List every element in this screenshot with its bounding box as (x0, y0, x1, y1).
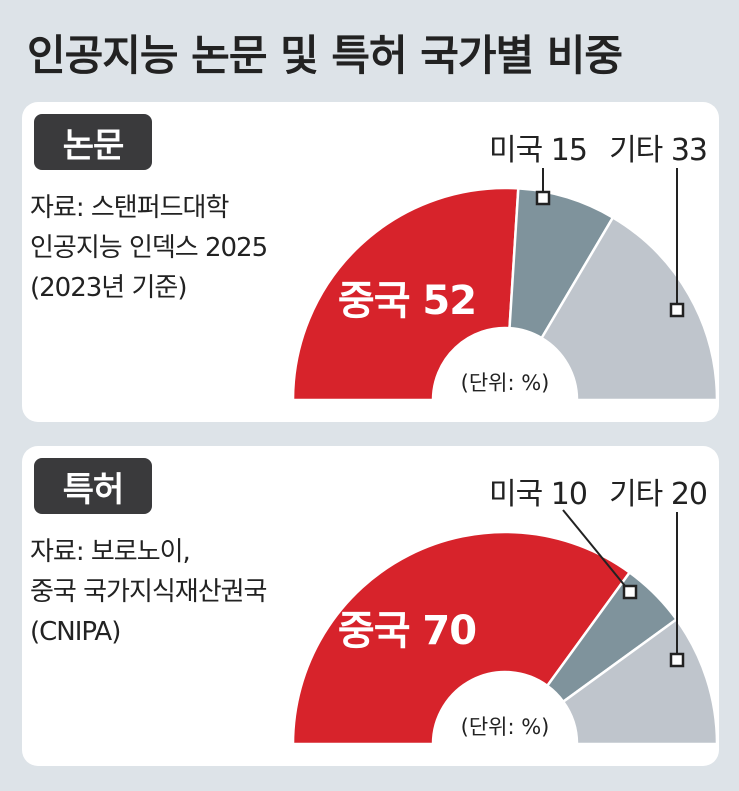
papers-panel: 논문 자료: 스탠퍼드대학 인공지능 인덱스 2025 (2023년 기준) 중… (22, 102, 719, 422)
papers-half-donut-chart: 중국 52 미국 15 기타 33 (단위: %) (291, 133, 719, 402)
other-label: 기타 20 (609, 477, 707, 512)
usa-leader-marker (535, 190, 551, 206)
patents-panel: 특허 자료: 보로노이, 중국 국가지식재산권국 (CNIPA) 중국 70 미국… (22, 446, 719, 766)
source-line: 중국 국가지식재산권국 (30, 577, 267, 607)
china-slice-label: 중국 52 (338, 278, 476, 324)
other-leader-marker (669, 302, 685, 318)
page-title: 인공지능 논문 및 특허 국가별 비중 (27, 31, 623, 80)
patents-source: 자료: 보로노이, 중국 국가지식재산권국 (CNIPA) (30, 532, 267, 652)
usa-leader-marker (622, 584, 638, 600)
china-slice (291, 530, 632, 746)
source-line: (2023년 기준) (30, 273, 187, 303)
other-slice (539, 215, 719, 402)
usa-leader-line (562, 509, 631, 593)
source-line: (CNIPA) (30, 617, 121, 647)
patents-badge: 특허 (34, 458, 152, 514)
usa-label: 미국 10 (489, 477, 587, 512)
other-slice (561, 617, 719, 746)
unit-label: (단위: %) (461, 371, 550, 395)
other-label: 기타 33 (609, 133, 707, 168)
source-line: 인공지능 인덱스 2025 (30, 233, 268, 263)
source-line: 자료: 보로노이, (30, 537, 191, 567)
china-slice-label: 중국 70 (338, 608, 476, 654)
source-line: 자료: 스탠퍼드대학 (30, 193, 229, 223)
patents-half-donut-chart: 중국 70 미국 10 기타 20 (단위: %) (291, 477, 719, 746)
papers-badge: 논문 (34, 114, 152, 170)
usa-label: 미국 15 (489, 133, 587, 168)
other-leader-marker (669, 652, 685, 668)
papers-source: 자료: 스탠퍼드대학 인공지능 인덱스 2025 (2023년 기준) (30, 188, 268, 308)
unit-label: (단위: %) (461, 715, 550, 739)
china-slice (291, 186, 520, 402)
